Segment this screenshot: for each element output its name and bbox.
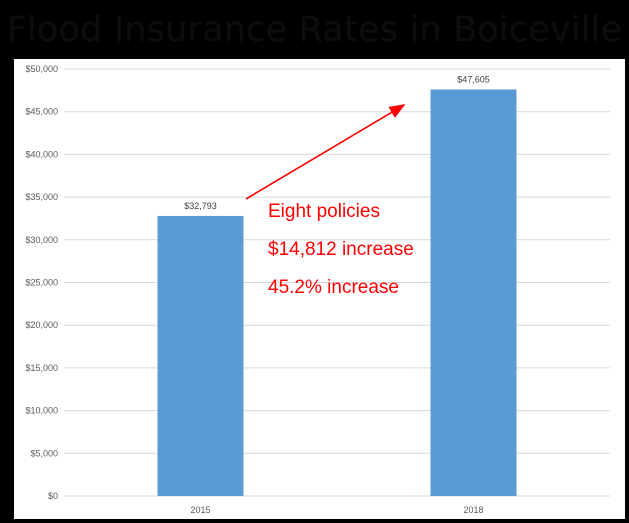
chart-title: Flood Insurance Rates in Boiceville — [6, 10, 623, 50]
y-tick-label: $50,000 — [25, 64, 58, 74]
x-tick-label-2018: 2018 — [463, 505, 483, 515]
increase-arrow — [245, 104, 406, 200]
x-tick-label-2015: 2015 — [190, 505, 210, 515]
y-tick-label: $5,000 — [30, 448, 58, 458]
bar-2018 — [430, 89, 517, 496]
y-tick-label: $0 — [48, 491, 58, 501]
y-tick-label: $20,000 — [25, 320, 58, 330]
data-label-2018: $47,605 — [457, 74, 490, 84]
data-label-2015: $32,793 — [184, 201, 217, 211]
y-tick-label: $10,000 — [25, 406, 58, 416]
annotation-percent-increase: 45.2% increase — [268, 277, 399, 298]
annotation-dollar-increase: $14,812 increase — [268, 239, 414, 260]
bar-2015 — [157, 215, 244, 496]
y-tick-label: $15,000 — [25, 363, 58, 373]
bar-chart: $0 $5,000 $10,000 $15,000 $20,000 $25,000 $30,… — [25, 64, 610, 515]
annotation-policies: Eight policies — [268, 201, 380, 222]
y-tick-label: $35,000 — [25, 192, 58, 202]
y-tick-label: $45,000 — [25, 107, 58, 117]
y-tick-label: $40,000 — [25, 149, 58, 159]
y-tick-label: $30,000 — [25, 235, 58, 245]
chart-area: $0 $5,000 $10,000 $15,000 $20,000 $25,000 $30,… — [14, 59, 625, 519]
y-tick-label: $25,000 — [25, 278, 58, 288]
